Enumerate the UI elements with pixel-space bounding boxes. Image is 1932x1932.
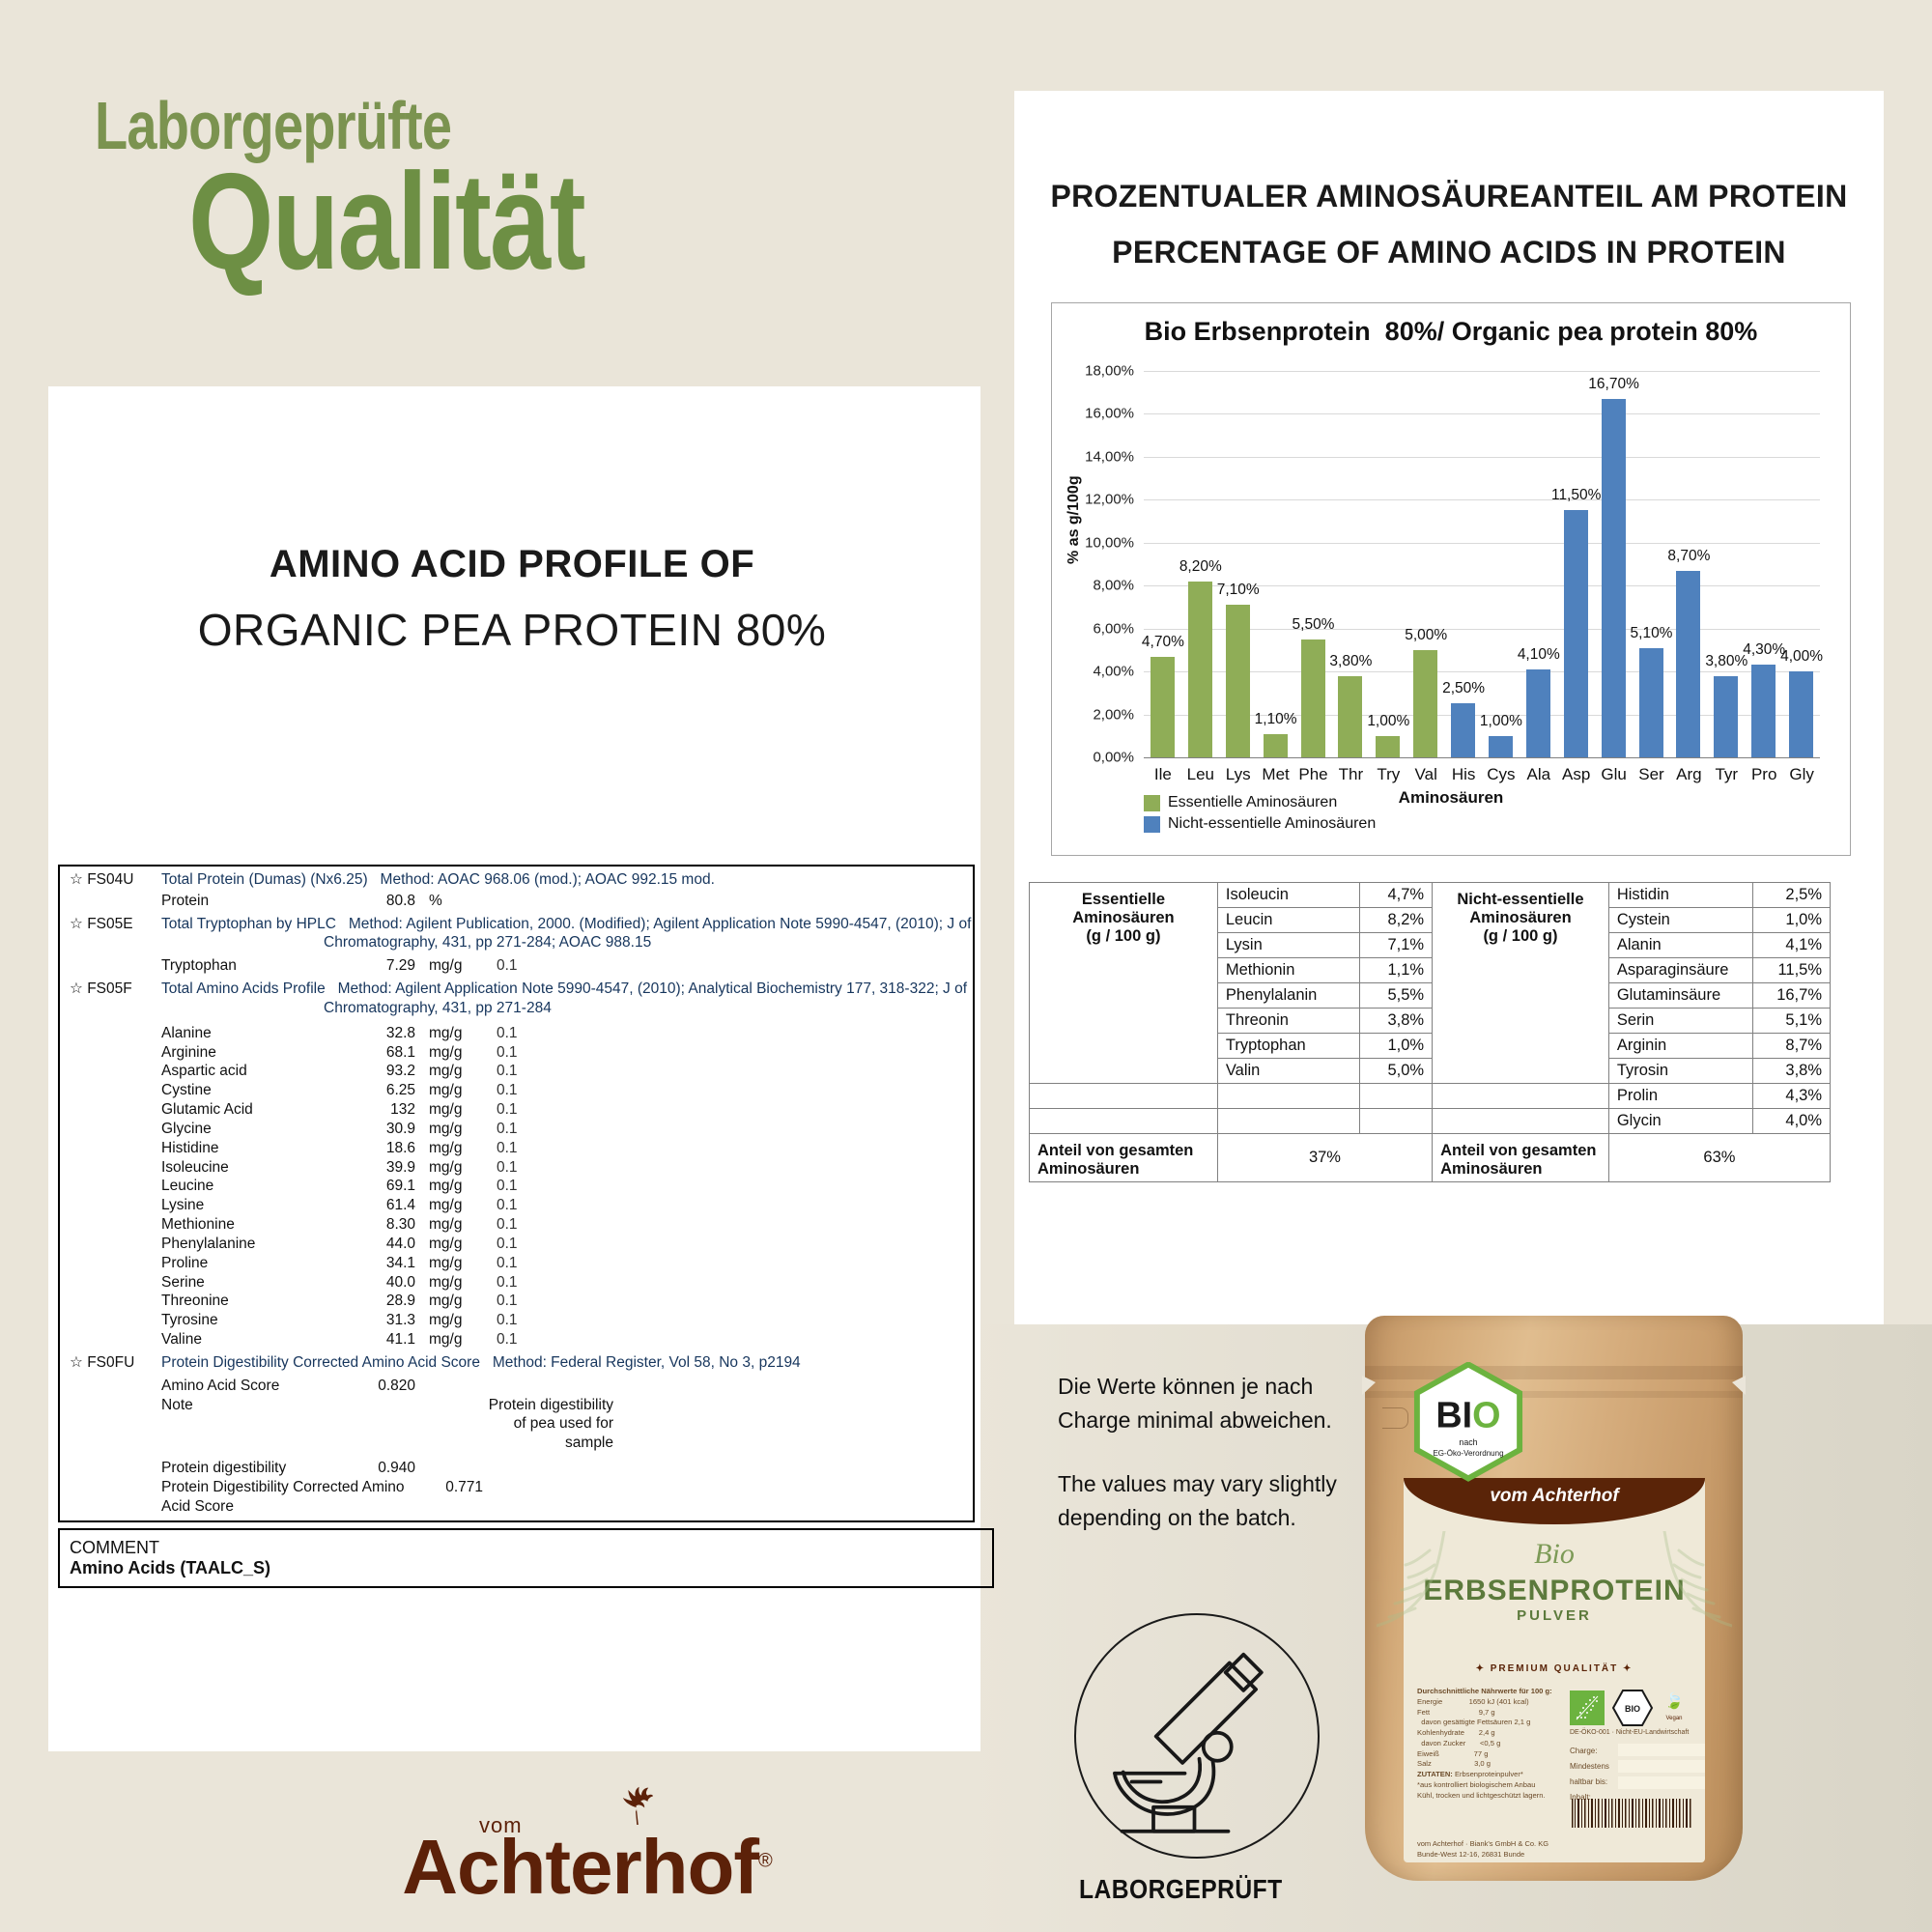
svg-text:nach: nach [1459, 1437, 1477, 1447]
svg-text:Vegan: Vegan [1665, 1716, 1682, 1721]
svg-text:EG-Öko-Verordnung: EG-Öko-Verordnung [1433, 1449, 1503, 1458]
svg-text:BIO: BIO [1625, 1704, 1640, 1714]
svg-text:BIO: BIO [1435, 1394, 1500, 1435]
svg-text:🍃: 🍃 [1664, 1691, 1684, 1710]
